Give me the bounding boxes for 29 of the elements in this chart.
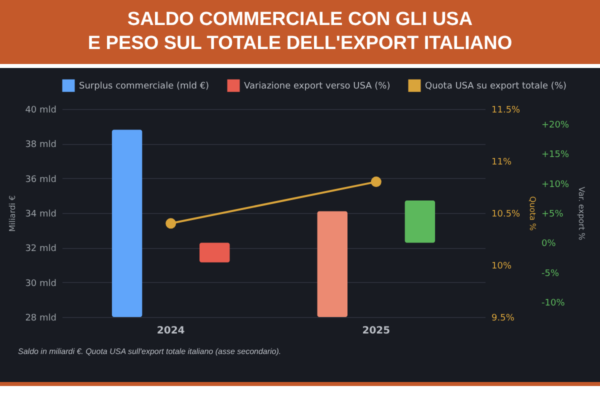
y3-tick-label: -5% [542,268,560,279]
y2-tick-label: 11.5% [492,106,521,116]
x-tick-label: 2024 [156,326,185,336]
y-tick-label: 32 mld [25,244,56,254]
y-tick-label: 28 mld [25,314,56,324]
chart-title: SALDO COMMERCIALE CON GLI USA E PESO SUL TOTALE DELL'EXPORT ITALIANO [86,8,514,56]
y3-tick-label: -10% [542,298,566,309]
legend-label: Surplus commerciale (mld €) [79,82,210,92]
x-tick-label: 2025 [362,326,390,336]
y3-tick-label: 0% [542,239,556,250]
y-tick-label: 36 mld [25,174,56,185]
y3-tick-label: +5% [542,210,564,220]
y-axis-title: Miliardi € [8,195,18,232]
y-tick-label: 38 mld [25,140,56,150]
y-tick-label: 40 mld [25,106,56,116]
y2-tick-label: 9.5% [492,314,515,324]
y2-axis-title: Quota % [528,196,538,232]
y3-axis-title: Var. export % [577,186,586,241]
y-tick-label: 34 mld [25,210,56,220]
y3-tick-label: +15% [542,150,570,160]
text: Saldo in miliardi €. Quota USA sull'export totale italiano (asse secondario). [18,347,282,356]
legend-label: Variazione export verso USA (%) [244,82,390,92]
y-tick-label: 30 mld [25,278,56,289]
y2-tick-label: 10.5% [492,210,521,220]
y2-tick-label: 11% [492,158,512,168]
y3-tick-label: +10% [542,180,570,190]
y3-tick-label: +20% [542,120,570,130]
y2-tick-label: 10% [492,262,512,272]
legend-label: Quota USA su export totale (%) [425,82,567,92]
